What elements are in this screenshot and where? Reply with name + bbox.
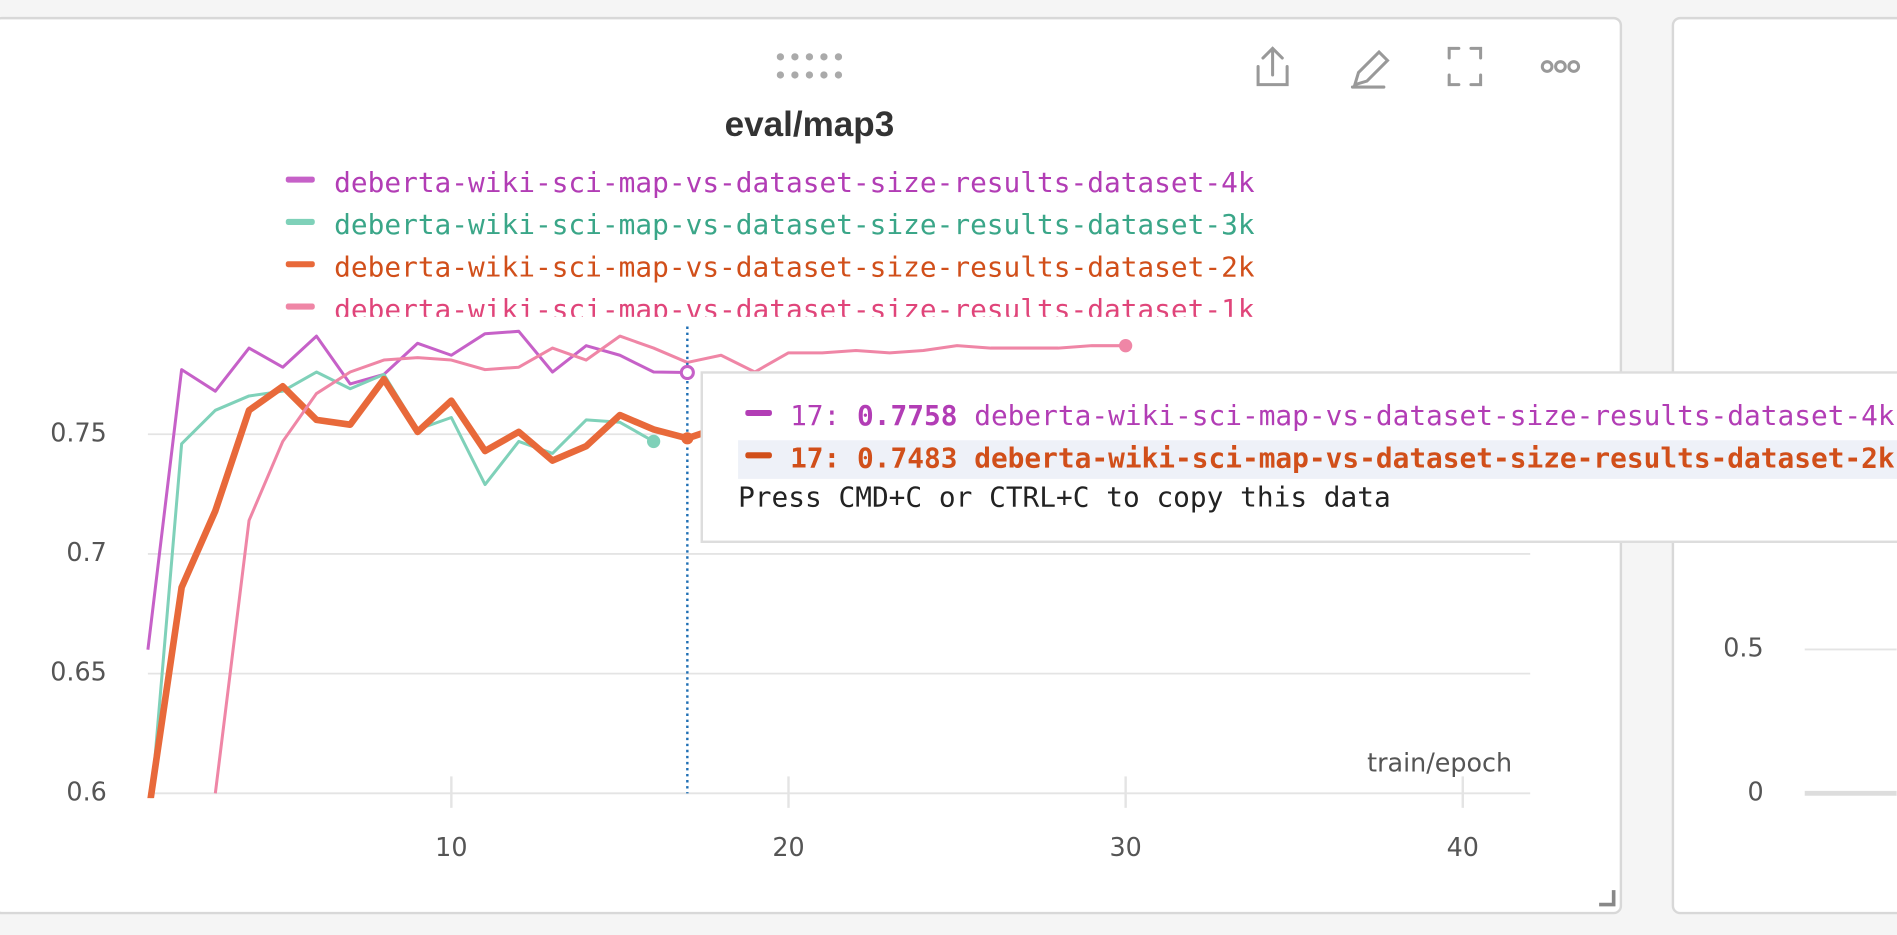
legend-swatch	[285, 176, 315, 183]
legend-swatch	[285, 261, 315, 268]
y-tick-label: 0.65	[50, 657, 106, 687]
legend-label: deberta-wiki-sci-map-vs-dataset-size-res…	[334, 208, 1255, 241]
legend-label: deberta-wiki-sci-map-vs-dataset-size-res…	[334, 293, 1255, 326]
legend-swatch	[285, 218, 315, 225]
plot-area	[146, 326, 1133, 799]
legend: deberta-wiki-sci-map-vs-dataset-size-res…	[285, 166, 1255, 326]
tooltip-swatch	[745, 452, 772, 459]
legend-label: deberta-wiki-sci-map-vs-dataset-size-res…	[334, 166, 1255, 199]
side-chart: 00.5	[1723, 632, 1897, 806]
tooltip: 17: 0.7758 deberta-wiki-sci-map-vs-datas…	[700, 371, 1897, 544]
y-tick-label: 0.75	[50, 417, 106, 447]
tooltip-value: 0.7483	[857, 442, 957, 475]
tooltip-row: 17: 0.7758 deberta-wiki-sci-map-vs-datas…	[790, 399, 1895, 432]
more-icon[interactable]	[1540, 60, 1581, 73]
tooltip-hint: Press CMD+C or CTRL+C to copy this data	[738, 480, 1391, 513]
chart-title: eval/map3	[725, 105, 895, 144]
tooltip-name: deberta-wiki-sci-map-vs-dataset-size-res…	[974, 399, 1895, 432]
series-line	[146, 329, 688, 650]
legend-swatch	[285, 303, 315, 310]
x-tick-label: 20	[772, 832, 804, 862]
tooltip-x: 17:	[790, 399, 840, 432]
row-highlight	[738, 440, 1897, 479]
grid: 0.6 0.65 0.7 0.75 10 20 30 40	[50, 417, 1531, 862]
tooltip-x: 17:	[790, 442, 840, 475]
resize-handle[interactable]	[1599, 890, 1616, 907]
x-axis-label: train/epoch	[1367, 747, 1512, 777]
x-tick-label: 10	[435, 832, 467, 862]
hover-dot	[679, 364, 695, 381]
end-dot	[646, 434, 661, 449]
tooltip-name: deberta-wiki-sci-map-vs-dataset-size-res…	[974, 442, 1895, 475]
share-icon[interactable]	[1256, 46, 1289, 87]
x-tick-label: 40	[1447, 832, 1479, 862]
y-tick-label: 0	[1747, 776, 1763, 806]
fullscreen-icon[interactable]	[1447, 46, 1483, 87]
end-dot	[1118, 339, 1133, 353]
series-line	[147, 375, 723, 799]
legend-label: deberta-wiki-sci-map-vs-dataset-size-res…	[334, 250, 1255, 283]
series-line	[213, 334, 1126, 794]
y-tick-label: 0.7	[66, 537, 106, 567]
tooltip-swatch	[745, 409, 772, 417]
hover-dot	[681, 432, 694, 445]
x-tick-label: 30	[1109, 832, 1141, 862]
edit-icon[interactable]	[1350, 49, 1390, 89]
tooltip-row: 17: 0.7483 deberta-wiki-sci-map-vs-datas…	[790, 442, 1895, 475]
drag-handle[interactable]	[776, 53, 843, 79]
y-tick-label: 0.6	[66, 776, 106, 806]
tooltip-value: 0.7758	[857, 399, 957, 432]
y-tick-label: 0.5	[1723, 632, 1763, 662]
